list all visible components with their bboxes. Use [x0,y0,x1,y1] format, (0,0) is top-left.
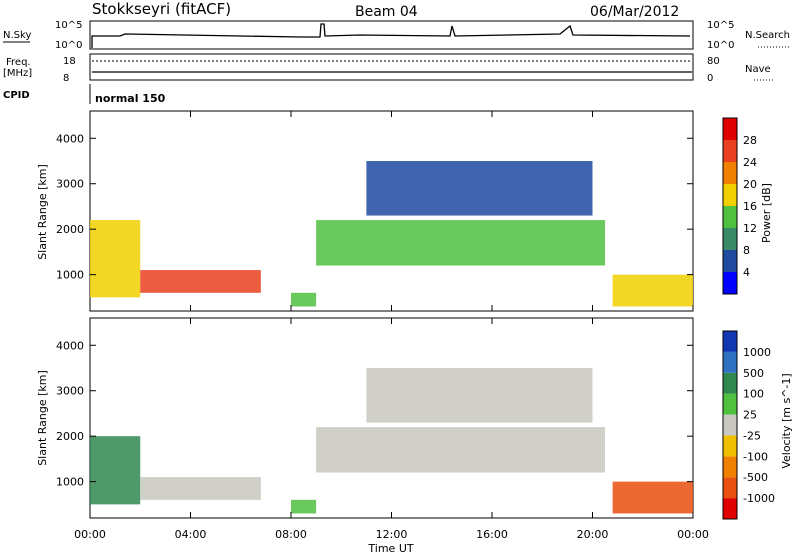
ytick-label: 3000 [56,385,84,398]
colorbar-frame [722,117,738,295]
data-region [612,481,693,514]
xtick-label: 20:00 [577,528,609,541]
nave-tick-top: 80 [707,56,720,67]
colorbar-tick-label: 25 [743,409,757,422]
power-ylabel: Slant Range [km] [36,164,49,260]
colorbar-swatch [723,250,737,272]
colorbar-swatch [723,228,737,250]
ytick-label: 1000 [56,269,84,282]
cpid-label: CPID [3,90,30,101]
colorbar-tick-label: -100 [743,450,768,463]
colorbar-tick-label: 1000 [743,346,771,359]
ytick-label: 2000 [56,223,84,236]
nsearch-tick-bottom: 10^0 [707,40,734,51]
data-region [90,436,141,505]
xtick-label: 04:00 [175,528,207,541]
colorbar-swatch [723,477,737,499]
nsky-label: N.Sky [3,30,31,41]
data-region [291,292,317,307]
ytick-label: 4000 [56,132,84,145]
xtick-label: 12:00 [376,528,408,541]
nave-tick-bottom: 0 [707,73,713,84]
data-region [90,220,141,298]
xtick-label: 08:00 [275,528,307,541]
colorbar-swatch [723,140,737,162]
colorbar-swatch [723,206,737,228]
data-region [140,270,261,293]
data-region [366,161,593,216]
xtick-label: 00:00 [677,528,709,541]
data-region [612,274,693,307]
colorbar-tick-label: 100 [743,388,764,401]
data-region [316,427,606,473]
velocity-yaxis: 1000 2000 3000 4000 [56,339,693,489]
ytick-label: 4000 [56,339,84,352]
plot-title: Stokkseyri (fitACF) [92,0,231,18]
colorbar-swatch [723,351,737,373]
ytick-label: 1000 [56,476,84,489]
data-region [140,477,261,500]
cpid-value: normal 150 [95,92,166,105]
freq-panel [89,53,694,81]
colorbar-tick-label: 500 [743,367,764,380]
nsky-tick-bottom: 10^0 [55,40,82,51]
ytick-label: 2000 [56,430,84,443]
colorbar-swatch [723,393,737,415]
velocity-colorbar-label: Velocity [m s^-1] [780,373,793,468]
xtick-label: 00:00 [74,528,106,541]
colorbar-tick-label: 4 [743,266,750,279]
xtick-label: 16:00 [476,528,508,541]
power-yaxis: 1000 2000 3000 4000 [56,132,693,282]
colorbar-tick-label: 28 [743,134,757,147]
colorbar-swatch [723,184,737,206]
colorbar-swatch [723,414,737,436]
colorbar-tick-label: -1000 [743,492,775,505]
velocity-ylabel: Slant Range [km] [36,370,49,466]
power-data-layer [90,161,693,307]
colorbar-swatch [723,456,737,478]
freq-tick-bottom: 8 [63,73,69,84]
colorbar-swatch [723,435,737,457]
beam-label: Beam 04 [355,4,418,20]
colorbar-tick-label: 12 [743,222,757,235]
xaxis-label: Time UT [367,542,413,554]
power-colorbar-label: Power [dB] [760,183,773,243]
velocity-colorbar: 1000 500 100 25 -25 -100 -500 -1000 [722,330,775,520]
colorbar-frame [722,330,738,520]
data-region [316,220,606,266]
nsky-trace [91,23,691,48]
nsearch-label: N.Search [745,30,790,41]
freq-unit: [MHz] [3,68,32,79]
colorbar-tick-label: -500 [743,471,768,484]
data-region [366,368,593,423]
nsky-panel [89,20,694,50]
data-region [291,499,317,514]
colorbar-tick-label: 24 [743,156,757,169]
colorbar-tick-label: 8 [743,244,750,257]
colorbar-tick-label: 20 [743,178,757,191]
colorbar-swatch [723,118,737,140]
time-axis: 00:00 04:00 08:00 12:00 16:00 20:00 00:00 [74,111,709,541]
nsearch-tick-top: 10^5 [707,20,734,31]
freq-label: Freq. [6,57,31,68]
colorbar-swatch [723,162,737,184]
freq-tick-top: 18 [63,56,76,67]
date-label: 06/Mar/2012 [590,4,679,20]
colorbar-swatch [723,498,737,519]
colorbar-swatch [723,372,737,394]
colorbar-swatch [723,331,737,352]
ytick-label: 3000 [56,178,84,191]
colorbar-swatch [723,272,737,294]
colorbar-tick-label: -25 [743,429,761,442]
velocity-data-layer [90,368,693,514]
nsky-tick-top: 10^5 [55,20,82,31]
nave-label: Nave [745,64,771,75]
power-colorbar: 4 8 12 16 20 24 28 [722,117,757,295]
colorbar-tick-label: 16 [743,200,757,213]
